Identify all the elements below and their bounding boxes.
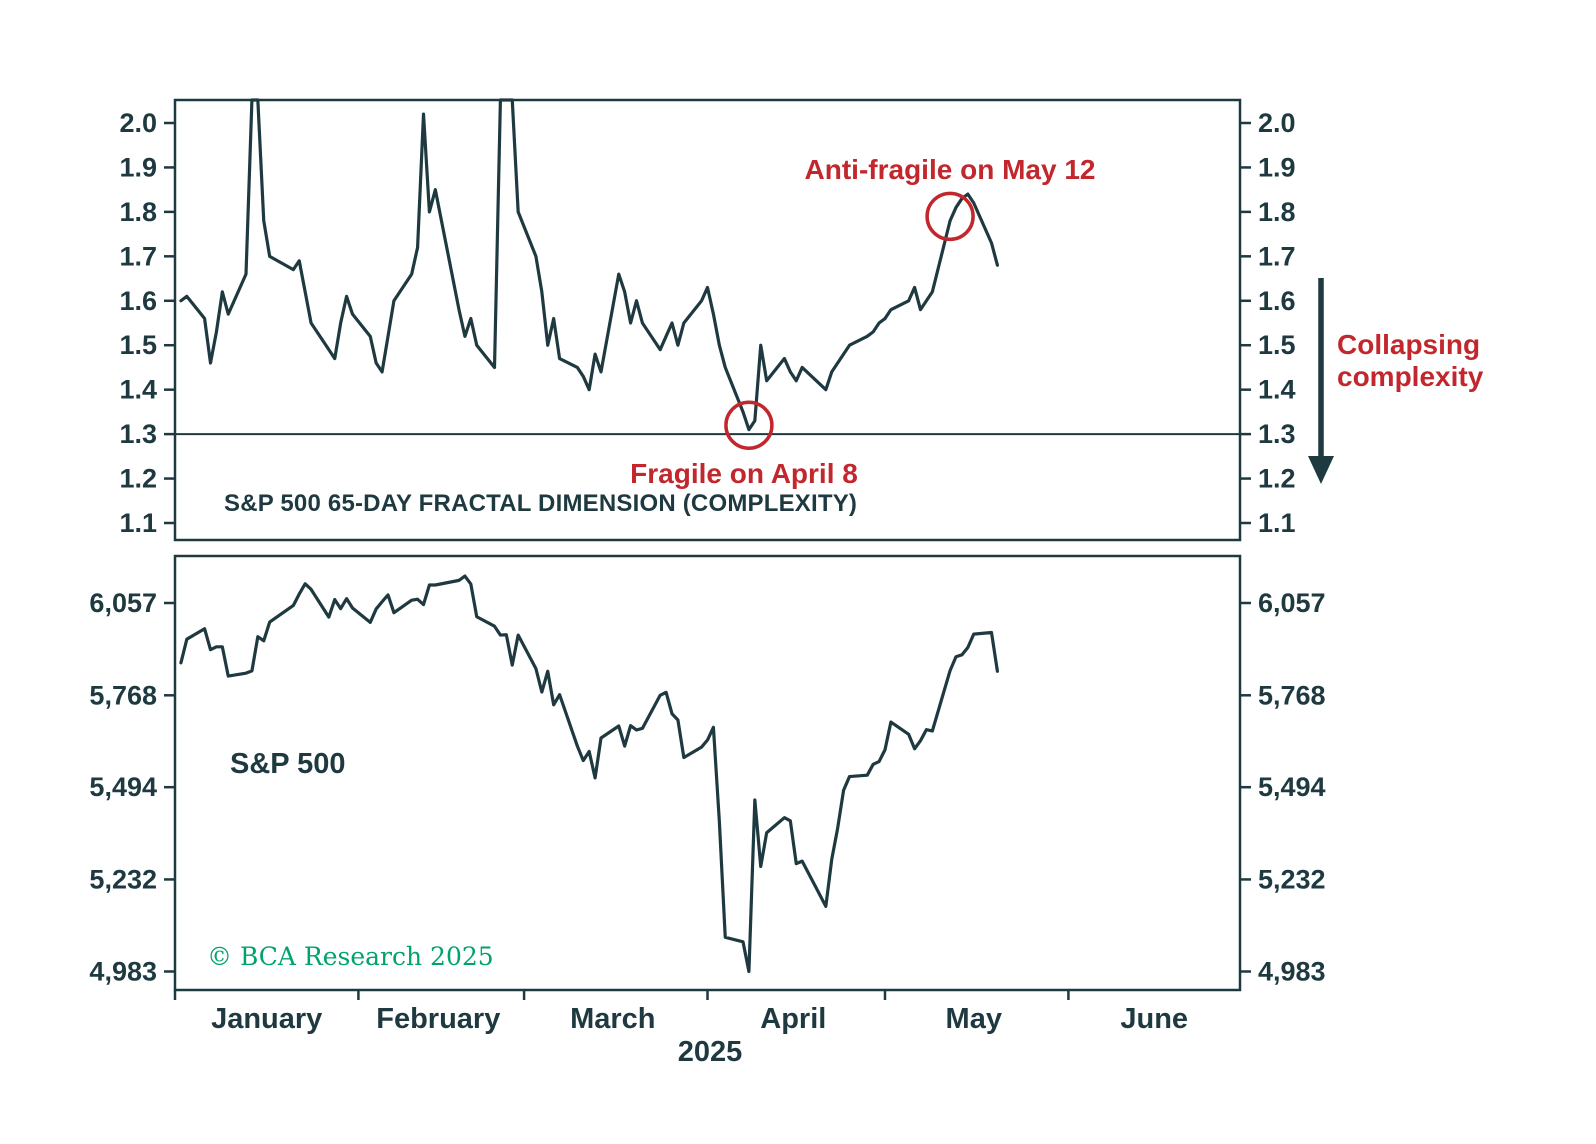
sp500-price-series [179, 574, 1000, 974]
y-tick-label-right: 1.1 [1258, 508, 1296, 538]
y-tick-label-left: 4,983 [89, 957, 157, 987]
fragile-circle [724, 400, 774, 450]
y-tick-label-right: 6,057 [1258, 588, 1326, 618]
x-month-label: April [760, 1003, 826, 1035]
y-tick-label-right: 1.6 [1258, 286, 1296, 316]
y-tick-label-right: 5,494 [1258, 772, 1326, 802]
y-tick-label-left: 6,057 [89, 588, 157, 618]
annotation-antifragile: Anti-fragile on May 12 [804, 154, 1096, 185]
collapsing-arrow-head [1308, 456, 1334, 484]
y-tick-label-left: 5,494 [89, 772, 157, 802]
x-month-label: February [376, 1003, 500, 1035]
y-tick-label-left: 2.0 [119, 108, 157, 138]
y-tick-label-left: 1.2 [119, 464, 157, 494]
y-tick-label-left: 1.4 [119, 375, 157, 405]
y-tick-label-right: 1.2 [1258, 464, 1296, 494]
y-tick-label-left: 1.6 [119, 286, 157, 316]
y-tick-label-right: 5,768 [1258, 680, 1326, 710]
y-tick-label-right: 1.3 [1258, 419, 1296, 449]
y-tick-label-left: 1.1 [119, 508, 157, 538]
y-tick-label-right: 5,232 [1258, 864, 1326, 894]
annotation-collapsing-complexity: Collapsing complexity [1337, 329, 1484, 392]
y-tick-label-left: 1.9 [119, 152, 157, 182]
fractal-panel-title: S&P 500 65-DAY FRACTAL DIMENSION (COMPLE… [224, 490, 858, 517]
y-tick-label-left: 1.8 [119, 197, 157, 227]
y-tick-label-right: 1.9 [1258, 152, 1296, 182]
y-tick-label-left: 1.7 [119, 241, 157, 271]
y-tick-label-right: 1.7 [1258, 241, 1296, 271]
fractal-panel-frame [173, 98, 1242, 542]
sp500-panel-title: S&P 500 [230, 748, 346, 780]
y-tick-label-left: 1.3 [119, 419, 157, 449]
y-tick-label-right: 4,983 [1258, 957, 1326, 987]
x-month-label: January [211, 1003, 322, 1035]
y-tick-label-right: 2.0 [1258, 108, 1296, 138]
y-tick-label-right: 1.5 [1258, 330, 1296, 360]
y-tick-label-left: 5,232 [89, 864, 157, 894]
y-tick-label-left: 5,768 [89, 680, 157, 710]
antifragile-circle [925, 191, 975, 242]
fractal-dimension-series [179, 98, 1000, 432]
x-month-label: May [946, 1003, 1002, 1035]
annotation-fragile: Fragile on April 8 [630, 458, 858, 489]
copyright-text: © BCA Research 2025 [207, 942, 494, 971]
y-tick-label-right: 1.4 [1258, 375, 1296, 405]
x-month-label: March [570, 1003, 655, 1035]
y-tick-label-right: 1.8 [1258, 197, 1296, 227]
x-month-label: June [1120, 1003, 1188, 1035]
y-tick-label-left: 1.5 [119, 330, 157, 360]
x-axis-year-label: 2025 [677, 1036, 743, 1068]
